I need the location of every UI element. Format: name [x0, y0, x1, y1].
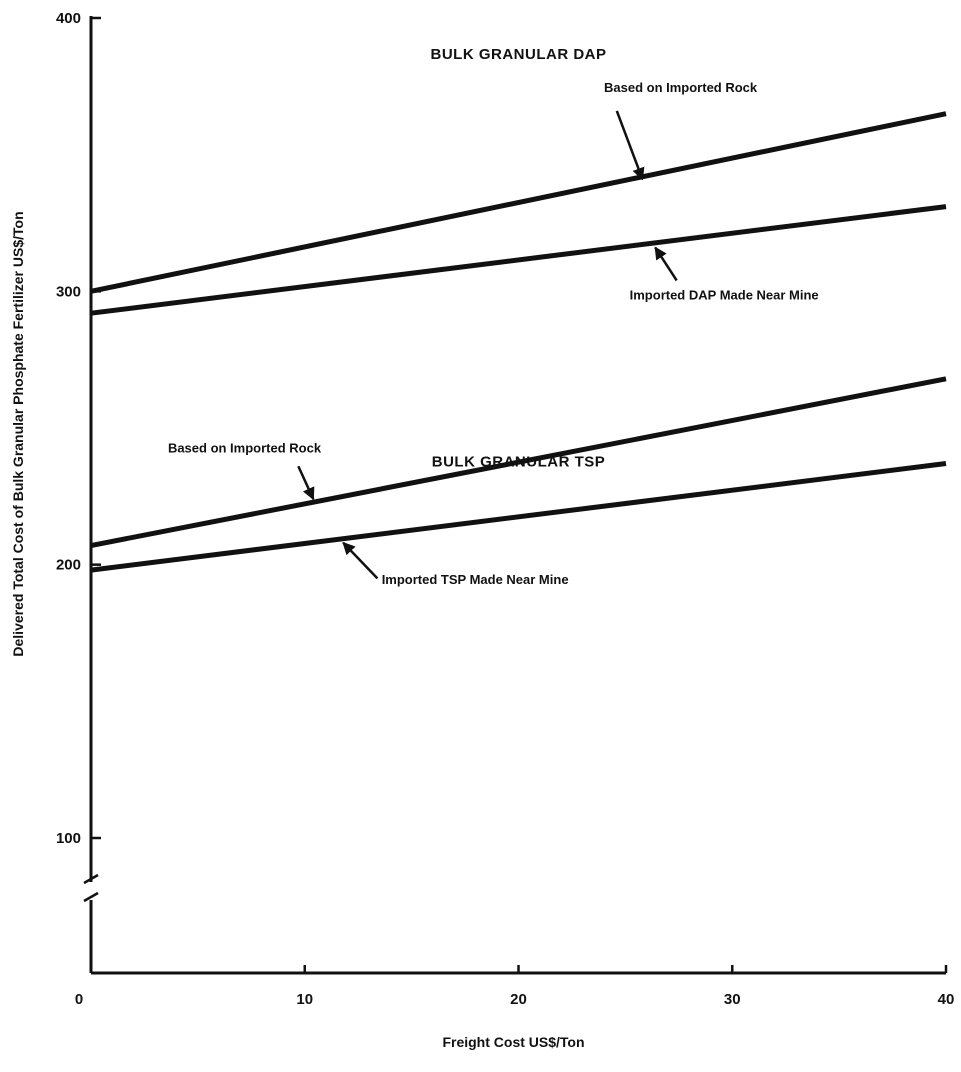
annotation-arrow: [342, 541, 379, 580]
x-tick-label: 0: [75, 991, 83, 1008]
y-axis-title: Delivered Total Cost of Bulk Granular Ph…: [10, 211, 26, 656]
x-tick-label: 10: [296, 991, 313, 1008]
annotation-arrow: [297, 465, 315, 501]
x-tick-label: 30: [724, 991, 741, 1008]
series-line-tsp-3: [90, 461, 947, 573]
series-lines: [90, 111, 947, 573]
x-tick-label: 20: [510, 991, 527, 1008]
annotation-arrow: [654, 246, 678, 282]
y-axis-break-mark: [83, 891, 99, 903]
series-line-tsp-2: [90, 376, 947, 548]
y-tick-label: 300: [56, 283, 81, 300]
section-title: BULK GRANULAR TSP: [432, 453, 606, 470]
y-tick-label: 100: [56, 830, 81, 847]
annotations: Based on Imported Rock Imported DAP Made …: [168, 80, 819, 587]
y-tick-label: 200: [56, 557, 81, 574]
annotation-label: Imported TSP Made Near Mine: [382, 572, 569, 587]
annotation-arrow: [615, 110, 645, 181]
labels: 0 10 20 30 40 100 200 300 400 Freight Cost US$/To…: [10, 10, 954, 1050]
axes: [83, 16, 948, 975]
x-tick-label: 40: [938, 991, 955, 1008]
series-line-dap-1: [90, 204, 947, 316]
series-line-dap-0: [90, 111, 947, 294]
x-axis-title: Freight Cost US$/Ton: [442, 1034, 584, 1050]
annotation-label: Based on Imported Rock: [604, 80, 758, 95]
annotation-label: Imported DAP Made Near Mine: [630, 288, 819, 303]
y-axis-break-mark: [83, 873, 99, 885]
y-tick-label: 400: [56, 10, 81, 27]
annotation-label: Based on Imported Rock: [168, 441, 322, 456]
section-title: BULK GRANULAR DAP: [431, 46, 607, 63]
